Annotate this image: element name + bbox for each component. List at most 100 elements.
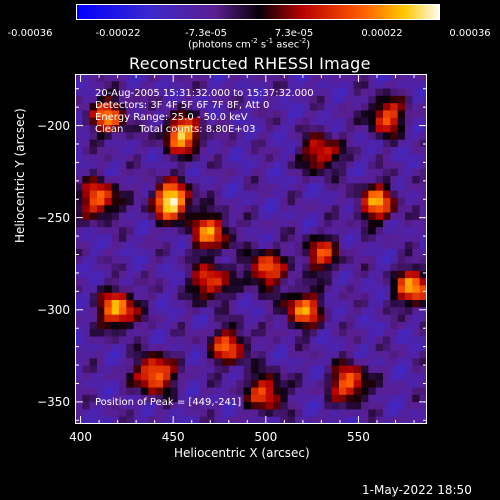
heatmap-cell: [375, 197, 384, 206]
heatmap-cell: [207, 168, 215, 177]
heatmap-cell: [133, 81, 142, 89]
heatmap-cell: [324, 219, 333, 228]
heatmap-cell: [258, 285, 267, 294]
heatmap-cell: [324, 314, 333, 323]
heatmap-cell: [148, 314, 157, 323]
heatmap-cell: [221, 416, 230, 424]
heatmap-cell: [126, 278, 135, 286]
heatmap-cell: [368, 190, 377, 199]
heatmap-cell: [339, 270, 347, 279]
heatmap-cell: [383, 197, 391, 206]
heatmap-cell: [346, 365, 355, 374]
heatmap-cell: [361, 256, 369, 264]
heatmap-cell: [104, 394, 113, 403]
heatmap-cell: [163, 300, 171, 308]
heatmap-cell: [390, 227, 399, 235]
heatmap-cell: [353, 409, 362, 418]
heatmap-cell: [133, 197, 142, 206]
heatmap-cell: [192, 190, 201, 199]
heatmap-cell: [119, 329, 127, 337]
heatmap-cell: [97, 358, 105, 367]
heatmap-cell: [119, 212, 127, 221]
heatmap-cell: [243, 380, 252, 388]
heatmap-cell: [75, 110, 83, 119]
heatmap-cell: [229, 409, 237, 418]
heatmap-cell: [236, 249, 245, 257]
heatmap-cell: [309, 95, 318, 104]
heatmap-cell: [251, 241, 259, 250]
heatmap-cell: [258, 372, 267, 381]
heatmap-cell: [199, 190, 208, 199]
heatmap-cell: [317, 212, 325, 221]
heatmap-cell: [317, 285, 325, 294]
heatmap-cell: [251, 219, 259, 228]
heatmap-cell: [375, 183, 384, 192]
heatmap-cell: [207, 270, 215, 279]
heatmap-cell: [163, 416, 171, 424]
heatmap-cell: [163, 336, 171, 345]
heatmap-cell: [317, 103, 325, 111]
heatmap-cell: [119, 336, 127, 345]
heatmap-cell: [273, 74, 281, 82]
heatmap-cell: [177, 88, 186, 97]
heatmap-cell: [229, 380, 237, 388]
heatmap-cell: [229, 270, 237, 279]
heatmap-cell: [141, 241, 149, 250]
heatmap-cell: [126, 336, 135, 345]
heatmap-cell: [390, 321, 399, 330]
heatmap-cell: [214, 110, 223, 119]
heatmap-cell: [141, 278, 149, 286]
heatmap-cell: [89, 416, 98, 424]
heatmap-cell: [346, 139, 355, 148]
heatmap-cell: [185, 307, 193, 316]
heatmap-cell: [119, 380, 127, 388]
heatmap-cell: [111, 372, 120, 381]
heatmap-cell: [353, 117, 362, 126]
heatmap-cell: [170, 146, 179, 155]
heatmap-cell: [177, 103, 186, 111]
heatmap-cell: [207, 132, 215, 141]
heatmap-cell: [302, 125, 311, 133]
heatmap-cell: [419, 329, 427, 337]
heatmap-cell: [346, 256, 355, 264]
heatmap-cell: [177, 387, 186, 396]
heatmap-cell: [89, 74, 98, 82]
heatmap-cell: [133, 74, 142, 82]
heatmap-cell: [383, 227, 391, 235]
heatmap-cell: [170, 372, 179, 381]
heatmap-cell: [104, 300, 113, 308]
heatmap-cell: [324, 321, 333, 330]
heatmap-cell: [199, 416, 208, 424]
heatmap-cell: [185, 125, 193, 133]
heatmap-cell: [236, 88, 245, 97]
heatmap-cell: [141, 329, 149, 337]
heatmap-cell: [199, 161, 208, 170]
heatmap-cell: [265, 394, 274, 403]
heatmap-cell: [185, 110, 193, 119]
heatmap-cell: [405, 409, 413, 418]
heatmap-cell: [390, 183, 399, 192]
heatmap-cell: [177, 110, 186, 119]
heatmap-cell: [199, 329, 208, 337]
heatmap-cell: [375, 292, 384, 301]
heatmap-cell: [243, 285, 252, 294]
heatmap-cell: [207, 117, 215, 126]
heatmap-cell: [280, 358, 289, 367]
heatmap-cell: [111, 256, 120, 264]
colorbar-tick-label: 0.00036: [449, 28, 491, 39]
heatmap-cell: [346, 394, 355, 403]
heatmap-cell: [331, 81, 340, 89]
heatmap-cell: [89, 380, 98, 388]
heatmap-cell: [221, 358, 230, 367]
heatmap-cell: [104, 343, 113, 352]
heatmap-cell: [148, 249, 157, 257]
heatmap-cell: [317, 197, 325, 206]
heatmap-cell: [214, 168, 223, 177]
heatmap-cell: [243, 307, 252, 316]
heatmap-cell: [346, 212, 355, 221]
heatmap-cell: [214, 125, 223, 133]
heatmap-cell: [368, 256, 377, 264]
heatmap-cell: [339, 365, 347, 374]
heatmap-cell: [75, 387, 83, 396]
heatmap-cell: [207, 103, 215, 111]
